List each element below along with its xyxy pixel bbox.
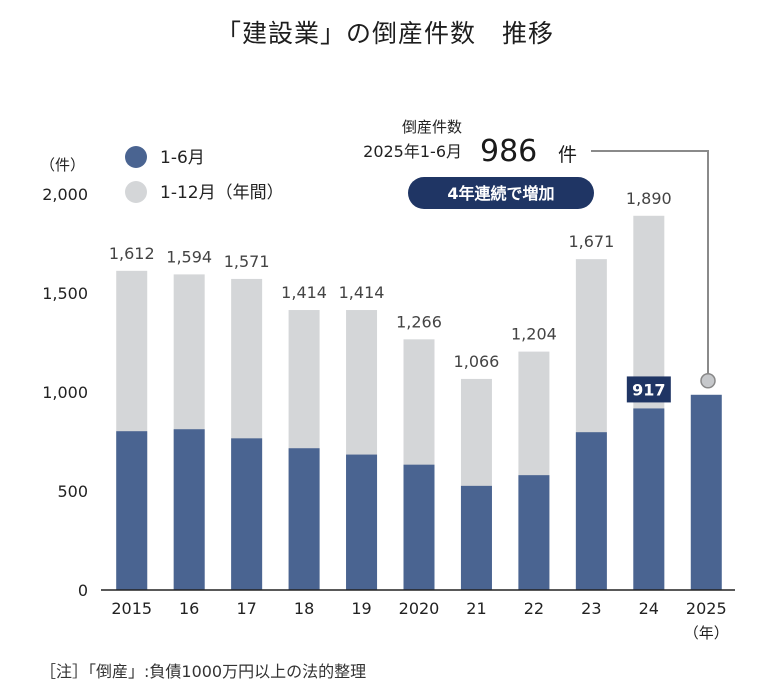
h1-bar xyxy=(288,448,320,590)
h1-bar xyxy=(633,408,665,590)
annual-data-label: 1,671 xyxy=(568,232,614,251)
x-tick-label: 21 xyxy=(466,599,486,618)
h1-bar xyxy=(116,431,148,590)
trend-badge xyxy=(408,177,594,209)
h1-bar xyxy=(460,485,492,590)
legend-swatch-h1 xyxy=(125,146,147,168)
h1-value-badge xyxy=(626,376,671,403)
y-tick-label: 1,500 xyxy=(42,284,88,303)
legend-label-annual: 1-12月（年間） xyxy=(160,183,284,203)
x-tick-label: 2025 xyxy=(686,599,727,618)
h1-bar xyxy=(346,454,378,590)
chart-title: 「建設業」の倒産件数 推移 xyxy=(215,19,554,48)
y-tick-label: 2,000 xyxy=(42,185,88,204)
h1-bar xyxy=(231,438,263,590)
annual-data-label: 1,204 xyxy=(511,325,557,344)
x-tick-label: 17 xyxy=(236,599,256,618)
x-tick-label: 18 xyxy=(294,599,314,618)
y-axis-unit-label: （件） xyxy=(40,156,85,174)
x-tick-label: 23 xyxy=(581,599,601,618)
annual-data-label: 1,066 xyxy=(454,352,500,371)
h1-bar xyxy=(518,475,550,590)
x-tick-label: 2020 xyxy=(399,599,440,618)
footnote: ［注］「倒産」:負債1000万円以上の法的整理 xyxy=(40,662,367,681)
x-axis-unit-label: （年） xyxy=(684,624,729,642)
h1-bar xyxy=(575,432,607,590)
y-tick-label: 1,000 xyxy=(42,383,88,402)
callout-period: 2025年1-6月 xyxy=(363,142,462,161)
callout-connector xyxy=(591,150,709,374)
x-tick-label: 24 xyxy=(639,599,659,618)
annual-data-label: 1,612 xyxy=(109,244,155,263)
y-tick-label: 0 xyxy=(78,581,88,600)
annual-data-label: 1,414 xyxy=(281,283,327,302)
legend-swatch-annual xyxy=(125,181,147,203)
y-tick-label: 500 xyxy=(57,482,88,501)
h1-bar xyxy=(173,429,205,590)
h1-data-label: 917 xyxy=(632,380,665,399)
callout-unit: 件 xyxy=(558,144,577,166)
x-tick-label: 16 xyxy=(179,599,199,618)
x-tick-label: 19 xyxy=(351,599,371,618)
callout-value: 986 xyxy=(480,134,537,169)
annual-data-label: 1,571 xyxy=(224,252,270,271)
annual-data-label: 1,266 xyxy=(396,312,442,331)
annual-data-label: 1,594 xyxy=(166,247,212,266)
annual-data-label: 1,414 xyxy=(339,283,385,302)
legend-label-h1: 1-6月 xyxy=(160,148,205,168)
callout-connector-dot xyxy=(700,373,716,389)
h1-bar xyxy=(690,394,722,590)
trend-badge-label: 4年連続で増加 xyxy=(447,184,554,203)
x-tick-label: 2015 xyxy=(111,599,152,618)
callout-label: 倒産件数 xyxy=(402,118,462,136)
x-tick-label: 22 xyxy=(524,599,544,618)
h1-bar xyxy=(403,464,435,590)
annual-data-label: 1,890 xyxy=(626,189,672,208)
